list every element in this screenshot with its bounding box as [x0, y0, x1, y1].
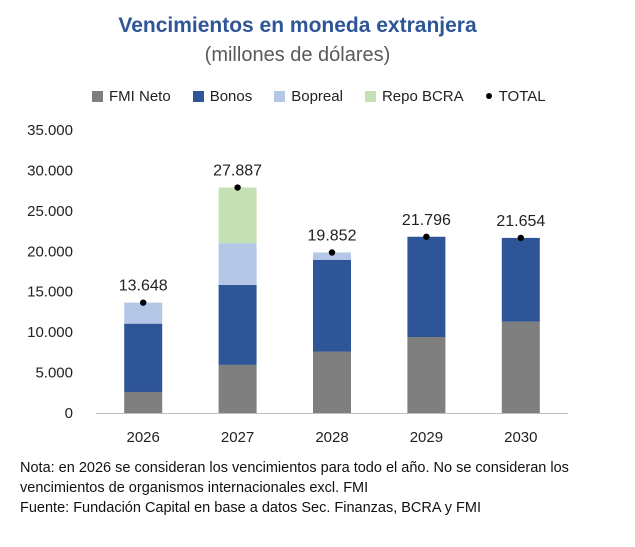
footnotes: Nota: en 2026 se consideran los vencimie…: [20, 458, 620, 518]
bar-segment-fmi-neto: [407, 336, 446, 413]
legend-swatch-fmi-neto: [92, 90, 103, 102]
legend-item-bopreal: Bopreal: [274, 88, 343, 105]
legend-item-total: TOTAL: [485, 87, 546, 105]
total-marker: [517, 234, 524, 242]
legend-label-total: TOTAL: [498, 87, 546, 105]
y-tick-label: 25.000: [27, 203, 73, 220]
x-tick-label: 2026: [127, 429, 160, 446]
bar-segment-bonos: [218, 284, 257, 365]
bar-segment-bonos: [407, 236, 446, 337]
total-data-label: 21.654: [496, 213, 545, 230]
legend-marker-total: [485, 93, 492, 99]
bar-segment-fmi-neto: [218, 364, 257, 413]
bar-segment-bopreal: [218, 243, 257, 285]
y-tick-label: 30.000: [27, 162, 73, 179]
y-tick-label: 20.000: [27, 243, 73, 260]
legend: FMI Neto Bonos Bopreal Repo BCRA TOTAL: [92, 86, 568, 106]
y-tick-label: 15.000: [27, 284, 73, 301]
x-tick-label: 2028: [315, 429, 348, 446]
legend-label-repo-bcra: Repo BCRA: [381, 87, 464, 105]
note-line-1: Nota: en 2026 se consideran los vencimie…: [20, 460, 569, 476]
total-marker: [140, 299, 147, 306]
legend-label-bonos: Bonos: [209, 87, 253, 105]
total-marker: [234, 184, 241, 191]
note-line-2: vencimientos de organismos internacional…: [20, 480, 369, 496]
y-tick-label: 10.000: [27, 324, 73, 341]
x-tick-label: 2030: [504, 429, 537, 446]
legend-label-fmi-neto: FMI Neto: [109, 87, 171, 105]
bar-segment-fmi-neto: [501, 321, 540, 413]
y-tick-label: 0: [65, 405, 73, 422]
y-tick-label: 5.000: [35, 365, 73, 382]
total-marker: [328, 249, 336, 256]
bar-segment-bonos: [313, 259, 351, 352]
bar-segment-bonos: [124, 323, 163, 392]
legend-item-repo-bcra: Repo BCRA: [364, 87, 464, 105]
bar-segment-bopreal: [124, 302, 163, 324]
total-data-label: 19.852: [308, 227, 357, 244]
chart-title: Vencimientos en moneda extranjera: [118, 14, 477, 37]
bar-segment-bopreal: [313, 252, 351, 260]
total-data-label: 27.887: [213, 163, 262, 180]
total-data-label: 13.648: [119, 278, 168, 295]
total-data-label: 21.796: [402, 212, 451, 229]
legend-label-bopreal: Bopreal: [291, 87, 343, 105]
x-tick-label: 2027: [221, 429, 254, 446]
legend-swatch-bopreal: [274, 90, 286, 102]
bar-segment-fmi-neto: [313, 351, 351, 413]
plot-area: 0 5.000 10.000 15.000 20.000 25.000 30.000 35.0…: [27, 122, 568, 446]
legend-swatch-repo-bcra: [364, 90, 376, 102]
total-marker: [423, 233, 430, 240]
x-tick-label: 2029: [410, 429, 443, 446]
y-tick-label: 35.000: [27, 122, 73, 139]
bar-segment-repo-bcra: [218, 187, 257, 244]
legend-swatch-bonos: [192, 90, 204, 102]
chart-subtitle: (millones de dólares): [204, 44, 391, 66]
bar-segment-bonos: [501, 237, 540, 322]
source-line: Fuente: Fundación Capital en base a dato…: [20, 500, 482, 516]
bar-segment-fmi-neto: [124, 391, 163, 413]
legend-item-fmi-neto: FMI Neto: [92, 88, 171, 105]
legend-item-bonos: Bonos: [192, 87, 253, 105]
